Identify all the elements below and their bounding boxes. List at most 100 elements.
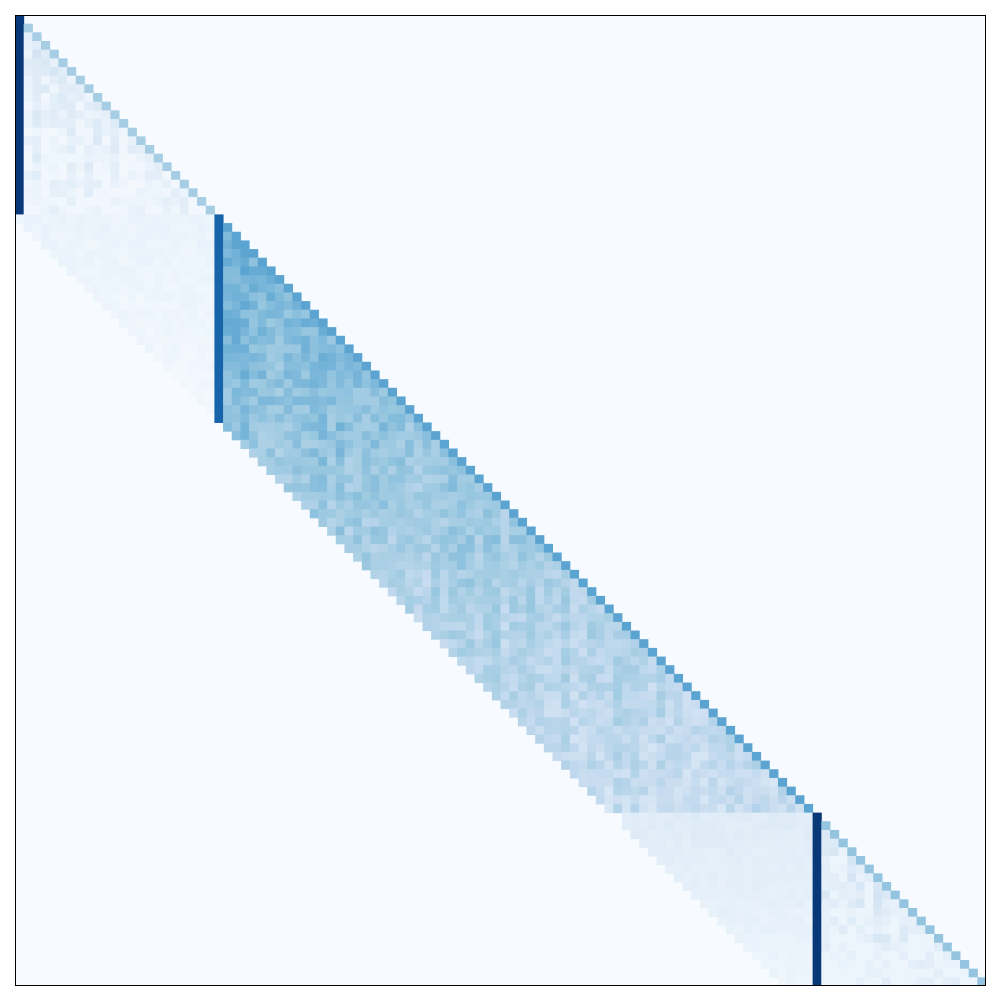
heatmap-cell — [188, 257, 198, 267]
heatmap-cell — [838, 847, 848, 857]
heatmap-cell — [361, 483, 371, 493]
heatmap-cell — [517, 517, 528, 528]
heatmap-cell — [110, 110, 120, 120]
heatmap-cell — [23, 153, 33, 163]
heatmap-cell — [751, 951, 762, 961]
heatmap-cell — [838, 890, 848, 900]
heatmap-cell — [977, 977, 986, 986]
heatmap-cell — [448, 639, 458, 649]
heatmap-cell — [353, 535, 363, 545]
heatmap-cell — [587, 725, 597, 736]
heatmap-cell — [786, 795, 796, 805]
heatmap-cell — [58, 179, 68, 189]
heatmap-cell — [171, 309, 181, 319]
heatmap-cell — [93, 101, 103, 111]
heatmap-cell — [795, 864, 805, 874]
heatmap-cell — [881, 899, 892, 909]
heatmap-cell — [639, 691, 649, 701]
heatmap-cell — [465, 587, 475, 597]
heatmap-cell — [344, 370, 354, 380]
heatmap-cell — [535, 673, 545, 684]
heatmap-cell — [309, 509, 319, 519]
heatmap-cell — [699, 795, 710, 805]
heatmap-cell — [717, 769, 727, 779]
heatmap-cell — [587, 665, 597, 675]
heatmap-cell — [561, 656, 571, 666]
heatmap-cell — [665, 769, 675, 779]
heatmap-cell — [968, 977, 978, 986]
heatmap-cell — [179, 344, 189, 354]
heatmap-cell — [847, 959, 857, 970]
heatmap-cell — [855, 881, 866, 892]
heatmap-cell — [552, 647, 562, 658]
heatmap-cell — [58, 58, 68, 68]
heatmap-cell — [32, 75, 42, 85]
heatmap-cell — [621, 743, 632, 753]
heatmap-cell — [725, 769, 736, 779]
heatmap-cell — [838, 968, 848, 978]
heatmap-cell — [396, 483, 406, 493]
heatmap-cell — [327, 422, 337, 432]
heatmap-cell — [630, 769, 640, 779]
heatmap-cell — [405, 595, 415, 606]
heatmap-cell — [795, 933, 805, 944]
heatmap-cell — [665, 691, 675, 701]
heatmap-cell — [647, 829, 658, 840]
heatmap-cell — [855, 899, 866, 909]
heatmap-cell — [751, 873, 762, 883]
heatmap-cell — [171, 223, 181, 233]
heatmap-cell — [387, 587, 397, 597]
heatmap-cell — [890, 968, 900, 978]
heatmap-cell — [673, 847, 684, 857]
heatmap-cell — [639, 665, 649, 675]
heatmap-cell — [266, 405, 276, 415]
heatmap-cell — [145, 223, 155, 233]
heatmap-cell — [595, 656, 606, 666]
heatmap-cell — [595, 691, 606, 701]
heatmap-cell — [413, 526, 423, 536]
heatmap-cell — [647, 777, 658, 788]
heatmap-cell — [67, 214, 77, 224]
heatmap-cell — [769, 769, 779, 779]
heatmap-cell — [179, 257, 189, 267]
heatmap-cell — [578, 656, 588, 666]
heatmap-cell — [717, 881, 727, 892]
heatmap-cell — [75, 93, 85, 103]
heatmap-cell — [15, 214, 25, 224]
heatmap-cell — [344, 483, 354, 493]
heatmap-cell — [136, 266, 146, 276]
heatmap-cell — [578, 595, 588, 606]
heatmap-cell — [526, 656, 536, 666]
heatmap-cell — [136, 318, 146, 328]
heatmap-cell — [847, 916, 857, 926]
heatmap-cell — [41, 58, 51, 68]
heatmap-cell — [613, 656, 623, 666]
heatmap-cell — [500, 691, 510, 701]
heatmap-cell — [682, 691, 692, 701]
heatmap-cell — [743, 855, 753, 866]
heatmap-cell — [309, 318, 319, 328]
heatmap-cell — [829, 855, 840, 866]
heatmap-cell — [613, 769, 623, 779]
heatmap-cell — [691, 760, 701, 770]
heatmap-cell — [491, 517, 501, 528]
heatmap-cell — [517, 691, 528, 701]
heatmap-cell — [595, 647, 606, 658]
heatmap-cell — [249, 257, 259, 267]
heatmap-cell — [223, 223, 233, 233]
heatmap-cell — [561, 699, 571, 710]
heatmap-cell — [595, 725, 606, 736]
heatmap-cell — [474, 613, 484, 623]
heatmap-cell — [257, 379, 267, 389]
heatmap-cell — [621, 673, 632, 684]
heatmap-cell — [257, 292, 267, 302]
heatmap-cell — [145, 275, 155, 285]
heatmap-cell — [699, 838, 710, 848]
heatmap-cell — [205, 292, 215, 302]
heatmap-cell — [526, 587, 536, 597]
heatmap-cell — [439, 526, 449, 536]
heatmap-cell — [630, 656, 640, 666]
heatmap-cell — [223, 396, 233, 406]
heatmap-cell — [543, 569, 554, 580]
heatmap-cell — [335, 335, 345, 345]
